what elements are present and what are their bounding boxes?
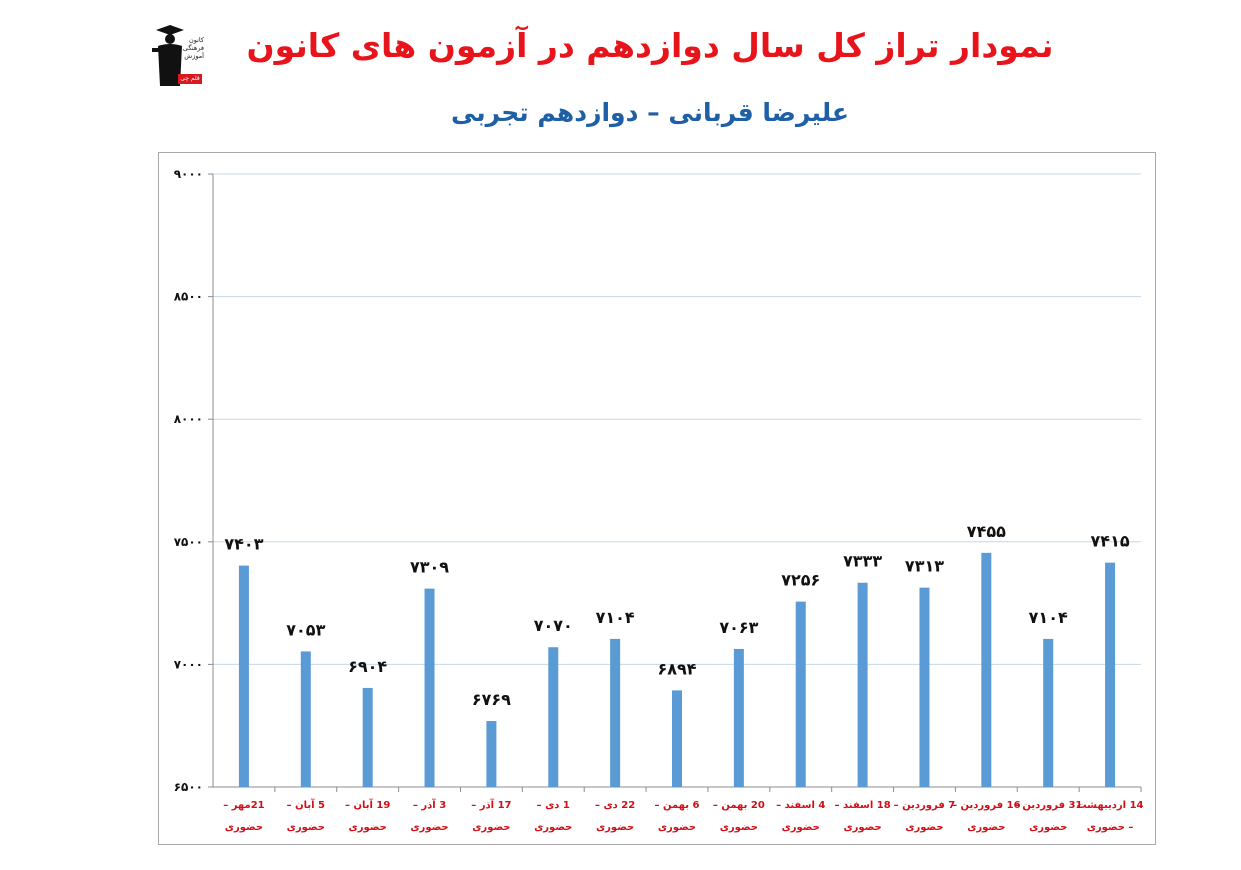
x-tick-label: 4 اسفند – xyxy=(776,800,825,811)
x-tick-label: 22 دی – xyxy=(595,800,635,811)
bar xyxy=(548,647,559,787)
x-tick-label: حضوری xyxy=(596,822,634,833)
bar xyxy=(857,582,868,787)
x-tick-label: حضوری xyxy=(287,822,325,833)
x-tick-label: حضوری xyxy=(410,822,448,833)
x-tick-label: حضوری xyxy=(782,822,820,833)
bar xyxy=(486,721,497,787)
bar xyxy=(610,638,621,787)
y-tick-label: ۹۰۰۰ xyxy=(174,167,203,181)
data-label: ۷۴۱۵ xyxy=(1091,532,1130,551)
bar xyxy=(919,587,930,787)
bar xyxy=(238,565,249,787)
x-tick-label: حضوری xyxy=(967,822,1005,833)
x-tick-label: حضوری xyxy=(658,822,696,833)
x-tick-label: 3 آذر – xyxy=(413,798,446,811)
bar xyxy=(362,687,373,787)
x-tick-label: حضوری xyxy=(534,822,572,833)
x-tick-label: حضوری xyxy=(905,822,943,833)
x-tick-label: 14 اردیبهشت xyxy=(1077,800,1144,811)
data-label: ۷۰۶۳ xyxy=(719,618,758,637)
x-tick-label: 19 آبان – xyxy=(345,798,390,811)
data-label: ۷۴۰۳ xyxy=(224,535,263,554)
bar xyxy=(981,552,992,787)
data-label: ۶۷۶۹ xyxy=(472,690,511,709)
x-tick-label: حضوری xyxy=(843,822,881,833)
logo-text: کانون فرهنگی آموزش xyxy=(182,36,204,60)
data-label: ۷۳۳۳ xyxy=(843,552,882,571)
page-subtitle: علیرضا قربانی – دوازدهم تجربی xyxy=(450,98,849,127)
x-tick-label: 1 دی – xyxy=(537,800,570,811)
x-tick-label: 21مهر – xyxy=(223,800,264,811)
chart-frame: ۶۵۰۰ ۷۰۰۰ ۷۵۰۰ ۸۰۰۰ ۸۵۰۰ ۹۰۰۰ ۷۴۰۳ 21مهر – حضوری… xyxy=(158,152,1156,845)
data-label: ۷۱۰۴ xyxy=(596,608,635,627)
x-tick-label: حضوری xyxy=(472,822,510,833)
y-tick-label: ۶۵۰۰ xyxy=(174,780,203,794)
data-label: ۷۰۵۳ xyxy=(286,620,325,639)
y-tick-label: ۷۵۰۰ xyxy=(174,535,203,549)
x-tick-label: 6 بهمن – xyxy=(655,800,700,811)
page-title: نمودار تراز کل سال دوازدهم در آزمون های … xyxy=(246,26,1054,65)
x-tick-label: 17 آذر – xyxy=(471,798,511,811)
x-tick-label: حضوری xyxy=(225,822,263,833)
x-tick-label: حضوری xyxy=(349,822,387,833)
data-label: ۷۴۵۵ xyxy=(967,522,1006,541)
x-tick-label: حضوری xyxy=(720,822,758,833)
bar xyxy=(795,601,806,787)
bar xyxy=(1043,638,1054,787)
x-tick-label: 18 اسفند – xyxy=(834,800,890,811)
x-tick-label: 20 بهمن – xyxy=(713,800,765,811)
bar xyxy=(672,690,682,787)
data-label: ۷۲۵۶ xyxy=(781,571,820,590)
x-tick-label: 16 فروردین – xyxy=(952,800,1021,811)
x-tick-label: حضوری xyxy=(1029,822,1067,833)
data-label: ۷۱۰۴ xyxy=(1029,608,1068,627)
y-tick-label: ۷۰۰۰ xyxy=(174,657,203,671)
kanoon-logo xyxy=(152,25,184,86)
bar xyxy=(424,588,435,787)
bar xyxy=(300,651,311,787)
data-label: ۶۸۹۴ xyxy=(657,659,696,678)
y-tick-label: ۸۵۰۰ xyxy=(174,290,203,304)
y-tick-label: ۸۰۰۰ xyxy=(174,412,203,426)
bar xyxy=(1105,562,1116,787)
x-tick-label: 31 فروردین – xyxy=(1014,800,1083,811)
data-label: ۶۹۰۴ xyxy=(348,657,387,676)
data-label: ۷۳۱۳ xyxy=(905,557,944,576)
x-tick-label: 5 آبان – xyxy=(287,798,325,811)
bar xyxy=(733,648,744,787)
data-label: ۷۰۷۰ xyxy=(534,616,573,635)
bar-chart: ۶۵۰۰ ۷۰۰۰ ۷۵۰۰ ۸۰۰۰ ۸۵۰۰ ۹۰۰۰ ۷۴۰۳ 21مهر – حضوری… xyxy=(174,167,1144,833)
logo-badge: قلم چی xyxy=(178,74,202,84)
x-tick-label: – حضوری xyxy=(1087,822,1134,833)
x-tick-label: 7 فروردین – xyxy=(894,800,956,811)
data-label: ۷۳۰۹ xyxy=(410,558,449,577)
